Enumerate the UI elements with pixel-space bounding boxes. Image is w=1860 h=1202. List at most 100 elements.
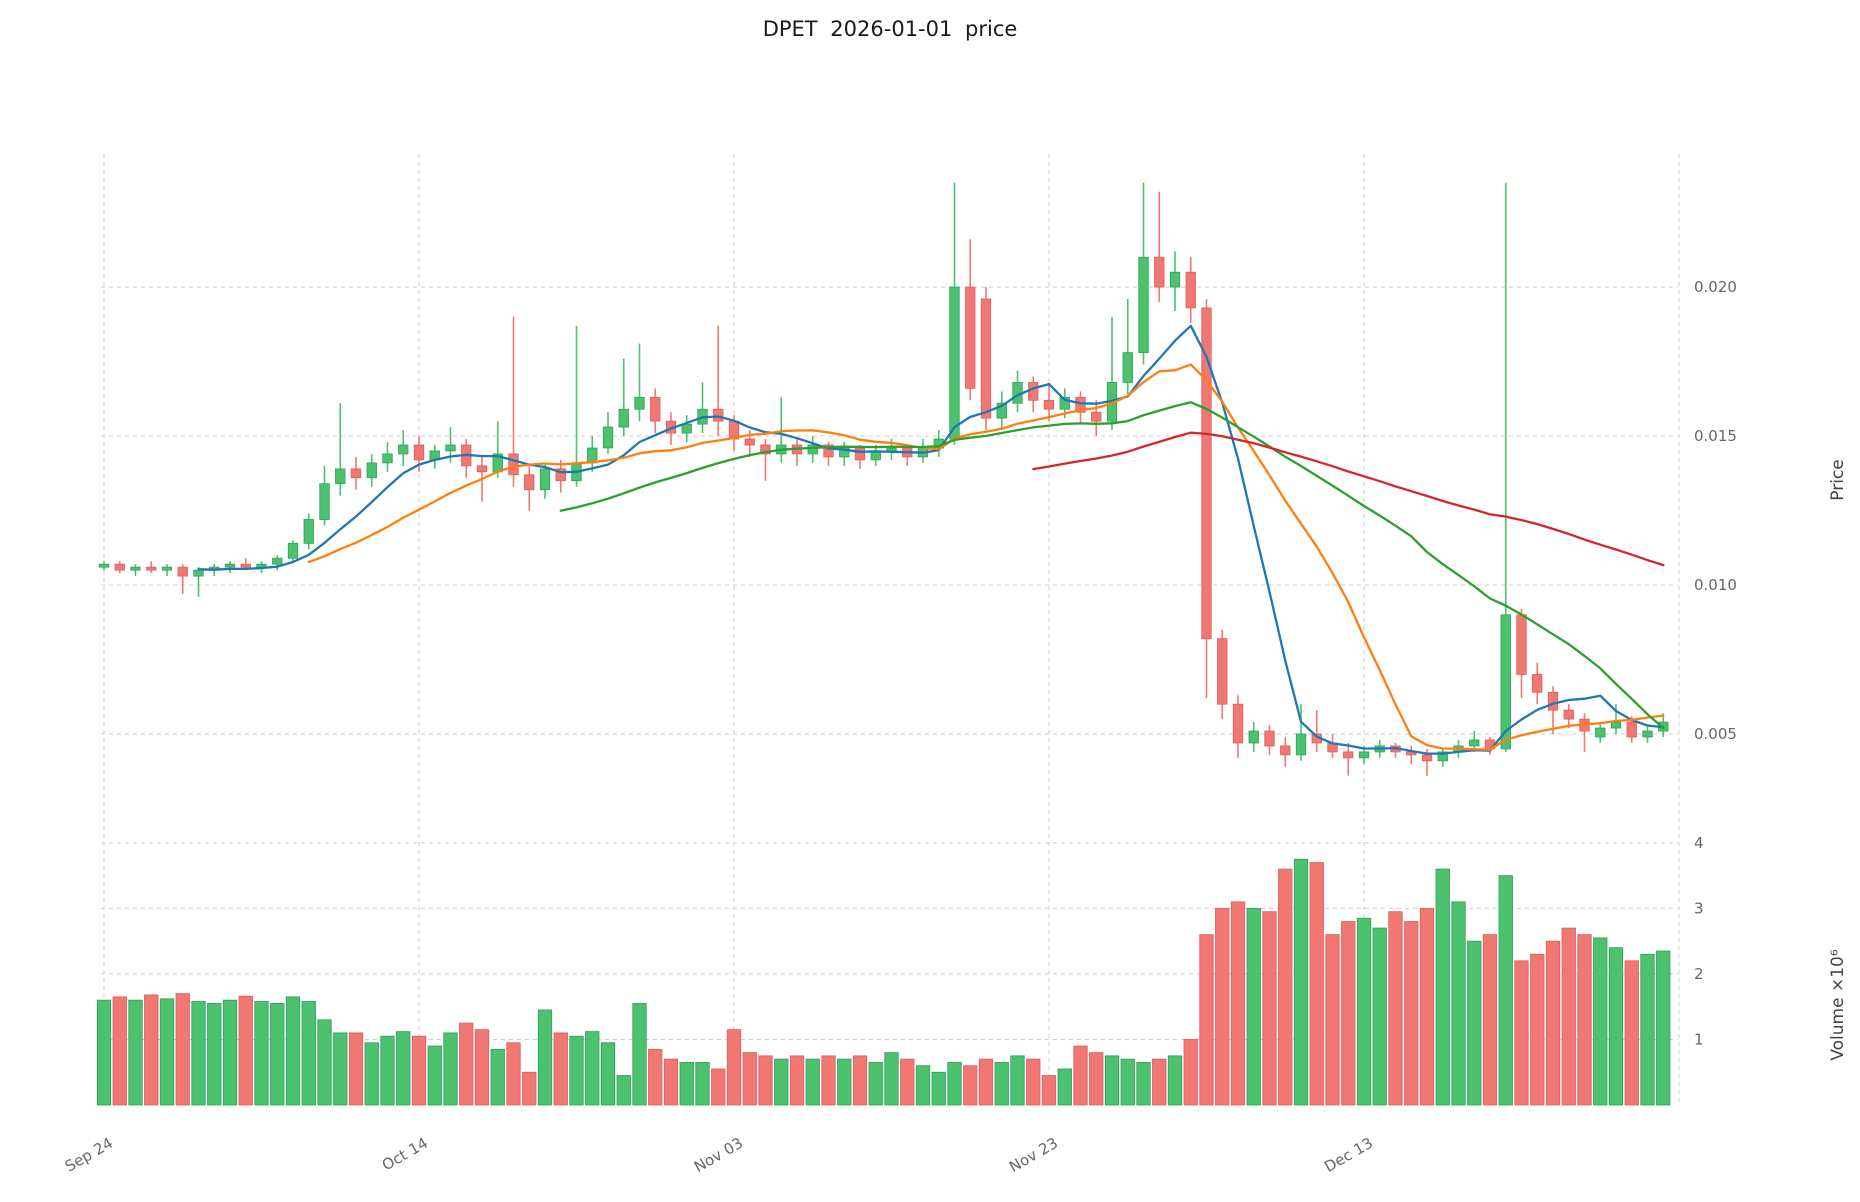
candle-body-up <box>807 444 818 455</box>
volume-bar <box>175 993 190 1106</box>
volume-bar <box>1467 940 1482 1106</box>
candle-body-down <box>1532 674 1543 693</box>
volume-bar <box>1010 1055 1025 1106</box>
volume-bar <box>301 1001 316 1106</box>
price-tick-label: 0.020 <box>1694 278 1737 296</box>
volume-bar <box>585 1031 600 1106</box>
volume-bar <box>1545 940 1561 1106</box>
volume-bar <box>1640 953 1655 1106</box>
volume-bar <box>1530 953 1545 1106</box>
date-tick-label: Nov 03 <box>691 1134 746 1176</box>
candle-body-up <box>839 447 850 458</box>
candle-body-up <box>1059 396 1070 410</box>
candle-body-down <box>413 444 425 461</box>
candle-body-up <box>287 542 299 559</box>
volume-bar <box>1482 934 1498 1106</box>
volume-bar <box>632 1003 647 1106</box>
candle-body-up <box>398 444 409 455</box>
volume-bar <box>144 994 159 1106</box>
price-axis-title: Price <box>1828 459 1848 500</box>
candle-body-down <box>1154 256 1165 288</box>
candle-body-down <box>1043 399 1055 410</box>
candle-body-down <box>1185 271 1196 309</box>
candle-body-up <box>1437 751 1448 762</box>
volume-bar <box>1293 858 1309 1106</box>
volume-bar <box>1325 934 1340 1106</box>
candle-body-up <box>1358 751 1370 759</box>
volume-bar <box>1608 947 1624 1106</box>
candle-body-down <box>1028 382 1039 401</box>
volume-bar <box>600 1042 616 1106</box>
volume-bar <box>711 1068 726 1106</box>
candle-body-down <box>1343 751 1354 759</box>
date-tick-label: Sep 24 <box>62 1134 116 1176</box>
candle-body-up <box>618 408 629 428</box>
volume-bar <box>443 1032 458 1106</box>
candle-body-up <box>681 423 692 434</box>
candle-body-up <box>335 468 346 485</box>
volume-bar <box>364 1042 379 1106</box>
candle-body-up <box>996 402 1007 419</box>
volume-bar <box>1656 950 1671 1106</box>
candles-layer <box>98 182 1669 776</box>
candle-body-down <box>1201 307 1212 640</box>
volume-bar <box>1073 1045 1088 1106</box>
volume-bar <box>1404 921 1419 1106</box>
candle-body-down <box>524 474 535 491</box>
volume-bar <box>254 1001 269 1106</box>
volume-bar <box>1388 911 1403 1106</box>
volume-bar <box>1498 875 1513 1106</box>
candle-body-down <box>650 396 661 422</box>
volume-bar <box>1577 934 1592 1106</box>
volume-bar <box>805 1058 820 1106</box>
candle-body-up <box>1248 730 1259 744</box>
candle-body-down <box>713 408 724 422</box>
candle-body-up <box>1169 271 1181 288</box>
candle-body-down <box>1421 754 1433 762</box>
volume-bar <box>96 999 112 1106</box>
volume-tick-label: 1 <box>1694 1030 1704 1048</box>
candle-body-down <box>240 563 251 568</box>
candle-body-down <box>744 438 755 446</box>
volume-bar <box>1451 901 1466 1106</box>
volume-bar <box>978 1058 994 1106</box>
candle-body-up <box>272 557 283 565</box>
volume-bar <box>490 1048 505 1106</box>
date-tick-label: Dec 13 <box>1321 1134 1376 1176</box>
volume-bar <box>726 1029 742 1106</box>
candle-body-down <box>476 465 488 473</box>
volume-bar <box>821 1055 836 1106</box>
candle-body-up <box>1295 733 1307 756</box>
volume-bar <box>459 1022 474 1106</box>
volume-bar <box>1356 917 1372 1106</box>
volume-bar <box>1199 934 1214 1106</box>
candle-body-up <box>1500 614 1511 750</box>
candle-body-up <box>539 468 551 491</box>
volume-bar <box>380 1035 395 1106</box>
candle-body-up <box>193 569 204 577</box>
volume-bar <box>616 1075 631 1106</box>
candle-body-down <box>350 468 362 479</box>
volume-bar <box>348 1032 364 1106</box>
candle-body-up <box>224 563 236 568</box>
candle-body-up <box>1610 721 1622 729</box>
volume-bar <box>679 1062 694 1106</box>
volume-bar <box>112 996 127 1106</box>
candle-body-down <box>1626 721 1637 738</box>
volume-bar <box>553 1032 568 1106</box>
candle-body-up <box>886 447 897 452</box>
candle-body-down <box>508 453 519 476</box>
volume-bar <box>884 1052 899 1106</box>
price-tick-label: 0.010 <box>1694 576 1737 594</box>
candle-body-up <box>382 453 393 464</box>
candle-body-up <box>1138 256 1149 354</box>
candle-body-up <box>1469 739 1480 747</box>
ma-30-line <box>559 401 1665 730</box>
volume-bar <box>333 1032 348 1106</box>
candle-body-up <box>319 483 330 520</box>
candle-body-down <box>1280 745 1291 756</box>
volume-bar <box>1136 1062 1151 1106</box>
volume-bar <box>128 999 143 1106</box>
